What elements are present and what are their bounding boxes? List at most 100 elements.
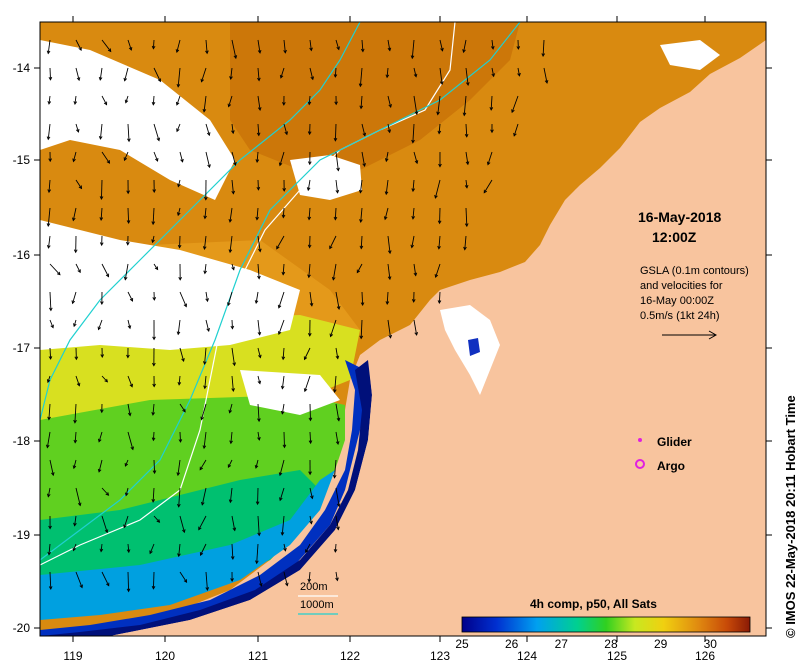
velocity-arrow xyxy=(308,459,312,476)
velocity-arrow xyxy=(254,459,259,469)
velocity-arrow xyxy=(228,403,233,414)
velocity-arrow xyxy=(152,347,156,367)
velocity-arrow xyxy=(335,403,341,422)
velocity-arrow xyxy=(277,319,285,336)
velocity-arrow xyxy=(227,95,233,108)
velocity-arrow xyxy=(126,347,130,359)
velocity-arrow xyxy=(257,319,262,336)
velocity-arrow xyxy=(307,263,311,279)
velocity-arrow xyxy=(255,151,260,164)
velocity-arrow xyxy=(490,39,495,50)
velocity-arrow xyxy=(99,235,104,247)
velocity-arrow xyxy=(179,291,188,308)
gsla-legend-line-2: and velocities for xyxy=(640,280,723,292)
ocean-hot xyxy=(230,22,520,170)
contour-200m xyxy=(40,22,456,566)
velocity-arrow xyxy=(177,487,181,508)
velocity-arrow xyxy=(335,347,340,360)
velocity-arrow xyxy=(437,235,441,250)
x-tick-label: 125 xyxy=(607,649,627,663)
velocity-arrow xyxy=(307,319,312,337)
velocity-arrow xyxy=(46,123,51,141)
velocity-arrow xyxy=(434,179,441,199)
x-tick-label: 122 xyxy=(340,649,360,663)
velocity-arrow xyxy=(179,571,188,583)
x-axis: 119 120 121 122 123 124 125 126 xyxy=(63,16,715,663)
velocity-arrow xyxy=(335,291,341,310)
velocity-arrow xyxy=(280,375,285,390)
velocity-arrow xyxy=(72,459,77,470)
velocity-arrow xyxy=(176,123,181,133)
velocity-arrow xyxy=(489,95,494,111)
velocity-arrow xyxy=(72,543,77,552)
velocity-arrow xyxy=(486,151,493,166)
velocity-arrow xyxy=(198,515,207,531)
velocity-arrow xyxy=(541,39,546,58)
x-tick-label: 119 xyxy=(63,649,82,663)
velocity-arrow xyxy=(309,487,314,500)
x-tick-label: 124 xyxy=(517,649,537,663)
velocity-arrow xyxy=(303,375,311,393)
velocity-arrow xyxy=(413,319,419,336)
ocean-blue xyxy=(40,360,365,636)
velocity-arrow xyxy=(153,67,162,83)
colorbar-tick-label: 30 xyxy=(704,637,718,651)
velocity-arrow xyxy=(176,207,181,217)
velocity-arrow xyxy=(178,431,183,443)
velocity-arrow xyxy=(307,207,312,221)
map-time: 12:00Z xyxy=(652,229,697,245)
velocity-arrow xyxy=(283,39,287,54)
velocity-arrow xyxy=(101,375,109,383)
velocity-arrow xyxy=(329,319,337,338)
velocity-arrow xyxy=(359,95,364,110)
velocity-arrow xyxy=(100,403,104,414)
velocity-arrow xyxy=(439,67,444,86)
velocity-arrow xyxy=(385,67,390,79)
velocity-arrow xyxy=(335,39,340,51)
velocity-arrow xyxy=(46,207,51,227)
velocity-arrow xyxy=(410,39,415,60)
velocity-arrow xyxy=(387,123,392,134)
velocity-arrow xyxy=(178,263,183,281)
velocity-arrow xyxy=(280,515,285,536)
velocity-arrow xyxy=(413,95,419,116)
y-tick-label: -17 xyxy=(13,341,31,355)
colorbar-title: 4h comp, p50, All Sats xyxy=(530,597,657,611)
velocity-arrow xyxy=(359,207,363,223)
velocity-arrow xyxy=(99,543,104,553)
y-tick-label: -16 xyxy=(13,248,31,262)
velocity-arrow xyxy=(278,459,285,477)
cloud-s xyxy=(240,370,340,415)
velocity-arrow xyxy=(47,95,52,105)
velocity-arrow xyxy=(282,95,286,106)
velocity-arrow xyxy=(203,263,207,275)
velocity-arrow xyxy=(335,179,340,194)
velocity-arrow xyxy=(231,39,238,60)
velocity-arrow xyxy=(126,207,131,224)
colorbar-tick-label: 26 xyxy=(505,637,519,651)
velocity-arrow xyxy=(308,403,313,422)
velocity-arrow xyxy=(387,235,392,255)
velocity-arrow xyxy=(283,571,289,587)
velocity-arrow xyxy=(75,263,81,274)
velocity-arrow xyxy=(331,263,337,281)
velocity-arrow xyxy=(283,123,289,136)
velocity-arrow xyxy=(257,403,261,423)
velocity-arrow xyxy=(127,123,131,143)
velocity-arrow xyxy=(98,123,103,140)
velocity-arrow xyxy=(385,291,390,305)
velocity-arrow xyxy=(280,403,285,415)
velocity-arrow xyxy=(152,291,157,301)
velocity-arrow xyxy=(46,487,51,498)
velocity-arrow xyxy=(410,235,415,249)
velocity-arrow xyxy=(257,431,261,441)
glider-label: Glider xyxy=(657,435,692,449)
velocity-arrow xyxy=(306,179,311,192)
velocity-arrow xyxy=(277,291,285,309)
velocity-arrow xyxy=(413,263,418,277)
velocity-arrow xyxy=(513,123,519,137)
velocity-arrow xyxy=(434,263,441,278)
velocity-arrow xyxy=(48,291,53,312)
velocity-arrow xyxy=(73,235,78,254)
velocity-arrow xyxy=(436,95,441,116)
